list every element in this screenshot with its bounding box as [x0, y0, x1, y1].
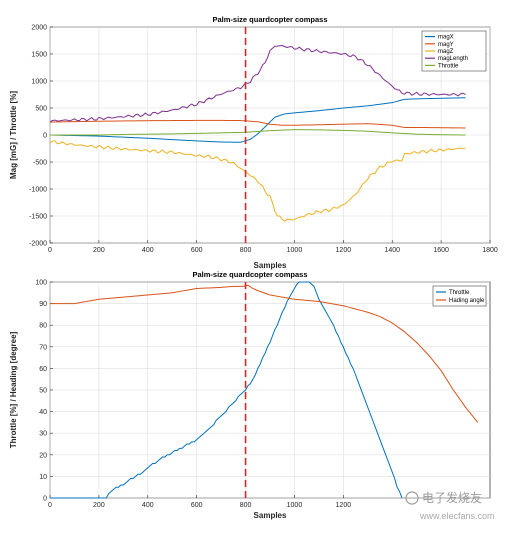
chart-bottom-y-tick-label: 100: [35, 280, 47, 287]
chart-top-y-tick-label: -1000: [29, 187, 47, 194]
chart-bottom-y-tick-label: 70: [39, 344, 47, 351]
watermark: 电子发烧友 www.elecfans.com: [405, 490, 495, 521]
chart-top-series-magy: [49, 119, 466, 129]
chart-bottom-x-tick-label: 1000: [287, 502, 303, 509]
chart-top-series-magx: [49, 97, 466, 143]
chart-bottom-y-tick-label: 0: [43, 496, 47, 503]
chart-top-x-label: Samples: [254, 261, 287, 270]
chart-top-series-throttle: [50, 129, 466, 136]
chart-bottom-x-tick-label: 600: [191, 502, 203, 509]
chart-bottom-y-tick-label: 60: [39, 366, 47, 373]
chart-bottom-x-tick-label: 200: [93, 502, 105, 509]
watermark-url: www.elecfans.com: [419, 511, 495, 521]
chart-top-y-tick-label: -2000: [29, 241, 47, 248]
chart-top-y-tick-label: 2000: [31, 25, 47, 32]
chart-top-x-tick-label: 1200: [336, 247, 352, 254]
chart-top-x-tick-label: 800: [240, 247, 252, 254]
chart-top-y-tick-label: -500: [33, 160, 47, 167]
chart-bottom-y-tick-label: 20: [39, 452, 47, 459]
chart-bottom-y-tick-label: 10: [39, 474, 47, 481]
chart-top-x-tick-label: 1000: [287, 247, 303, 254]
chart-bottom-y-tick-label: 50: [39, 388, 47, 395]
chart-bottom-x-tick-label: 800: [240, 502, 252, 509]
chart-top-title: Palm-size quardcopter compass: [212, 15, 327, 24]
chart-top-x-tick-label: 600: [191, 247, 203, 254]
chart-top-x-tick-label: 1600: [433, 247, 449, 254]
chart-bottom-legend-label: Hading angle: [449, 298, 485, 304]
chart-bottom-x-label: Samples: [254, 511, 287, 520]
chart-bottom-y-label: Throttle [%] / Heading [degree]: [9, 331, 18, 448]
watermark-text: 电子发烧友: [422, 490, 482, 505]
chart-bottom-y-tick-label: 30: [39, 431, 47, 438]
chart-bottom-legend: Throttle Hading angle: [432, 285, 487, 307]
chart-bottom-x-tick-label: 0: [48, 502, 52, 509]
watermark-logo-icon: [405, 491, 419, 505]
chart-top-x-tick-label: 1400: [384, 247, 400, 254]
chart-bottom-x-tick-label: 400: [142, 502, 154, 509]
chart-bottom-legend-box: [432, 285, 487, 307]
chart-bottom-y-tick-label: 90: [39, 301, 47, 308]
chart-top-y-tick-label: 1500: [31, 52, 47, 59]
chart-top-legend-label: magLength: [438, 56, 468, 62]
chart-bottom-y-tick-label: 80: [39, 323, 47, 330]
chart-top-series-maglength: [49, 44, 466, 123]
chart-top-x-tick-label: 0: [48, 247, 52, 254]
chart-top-y-tick-label: -1500: [29, 214, 47, 221]
chart-bottom-y-tick-label: 40: [39, 409, 47, 416]
chart-top-y-tick-label: 500: [35, 106, 47, 113]
chart-bottom-series-hading-angle: [50, 284, 479, 423]
chart-top-legend-label: Throttle: [438, 63, 459, 69]
chart-bottom-title: Palm-size quardcopter compass: [192, 270, 307, 279]
chart-top-legend-label: magX: [438, 35, 454, 41]
chart-bottom-x-tick-label: 1200: [336, 502, 352, 509]
chart-bottom-legend-label: Throttle: [449, 290, 470, 296]
chart-top-y-tick-label: 1000: [31, 79, 47, 86]
chart-top-legend-label: magZ: [438, 49, 454, 55]
chart-bottom: Palm-size quardcopter compass 0 200 400 600…: [9, 270, 491, 520]
chart-top: Palm-size quardcopter compass 0 200 400 600…: [9, 15, 498, 270]
chart-top-x-tick-label: 200: [93, 247, 105, 254]
chart-bottom-series-throttle: [50, 281, 403, 499]
chart-top-x-tick-label: 1800: [482, 247, 498, 254]
chart-top-x-tick-label: 400: [142, 247, 154, 254]
chart-top-legend-label: magY: [438, 42, 454, 48]
chart-top-y-tick-label: 0: [43, 133, 47, 140]
chart-top-series-magz: [49, 140, 466, 222]
chart-top-y-label: Mag [mG] / Throttle [%]: [9, 91, 18, 179]
